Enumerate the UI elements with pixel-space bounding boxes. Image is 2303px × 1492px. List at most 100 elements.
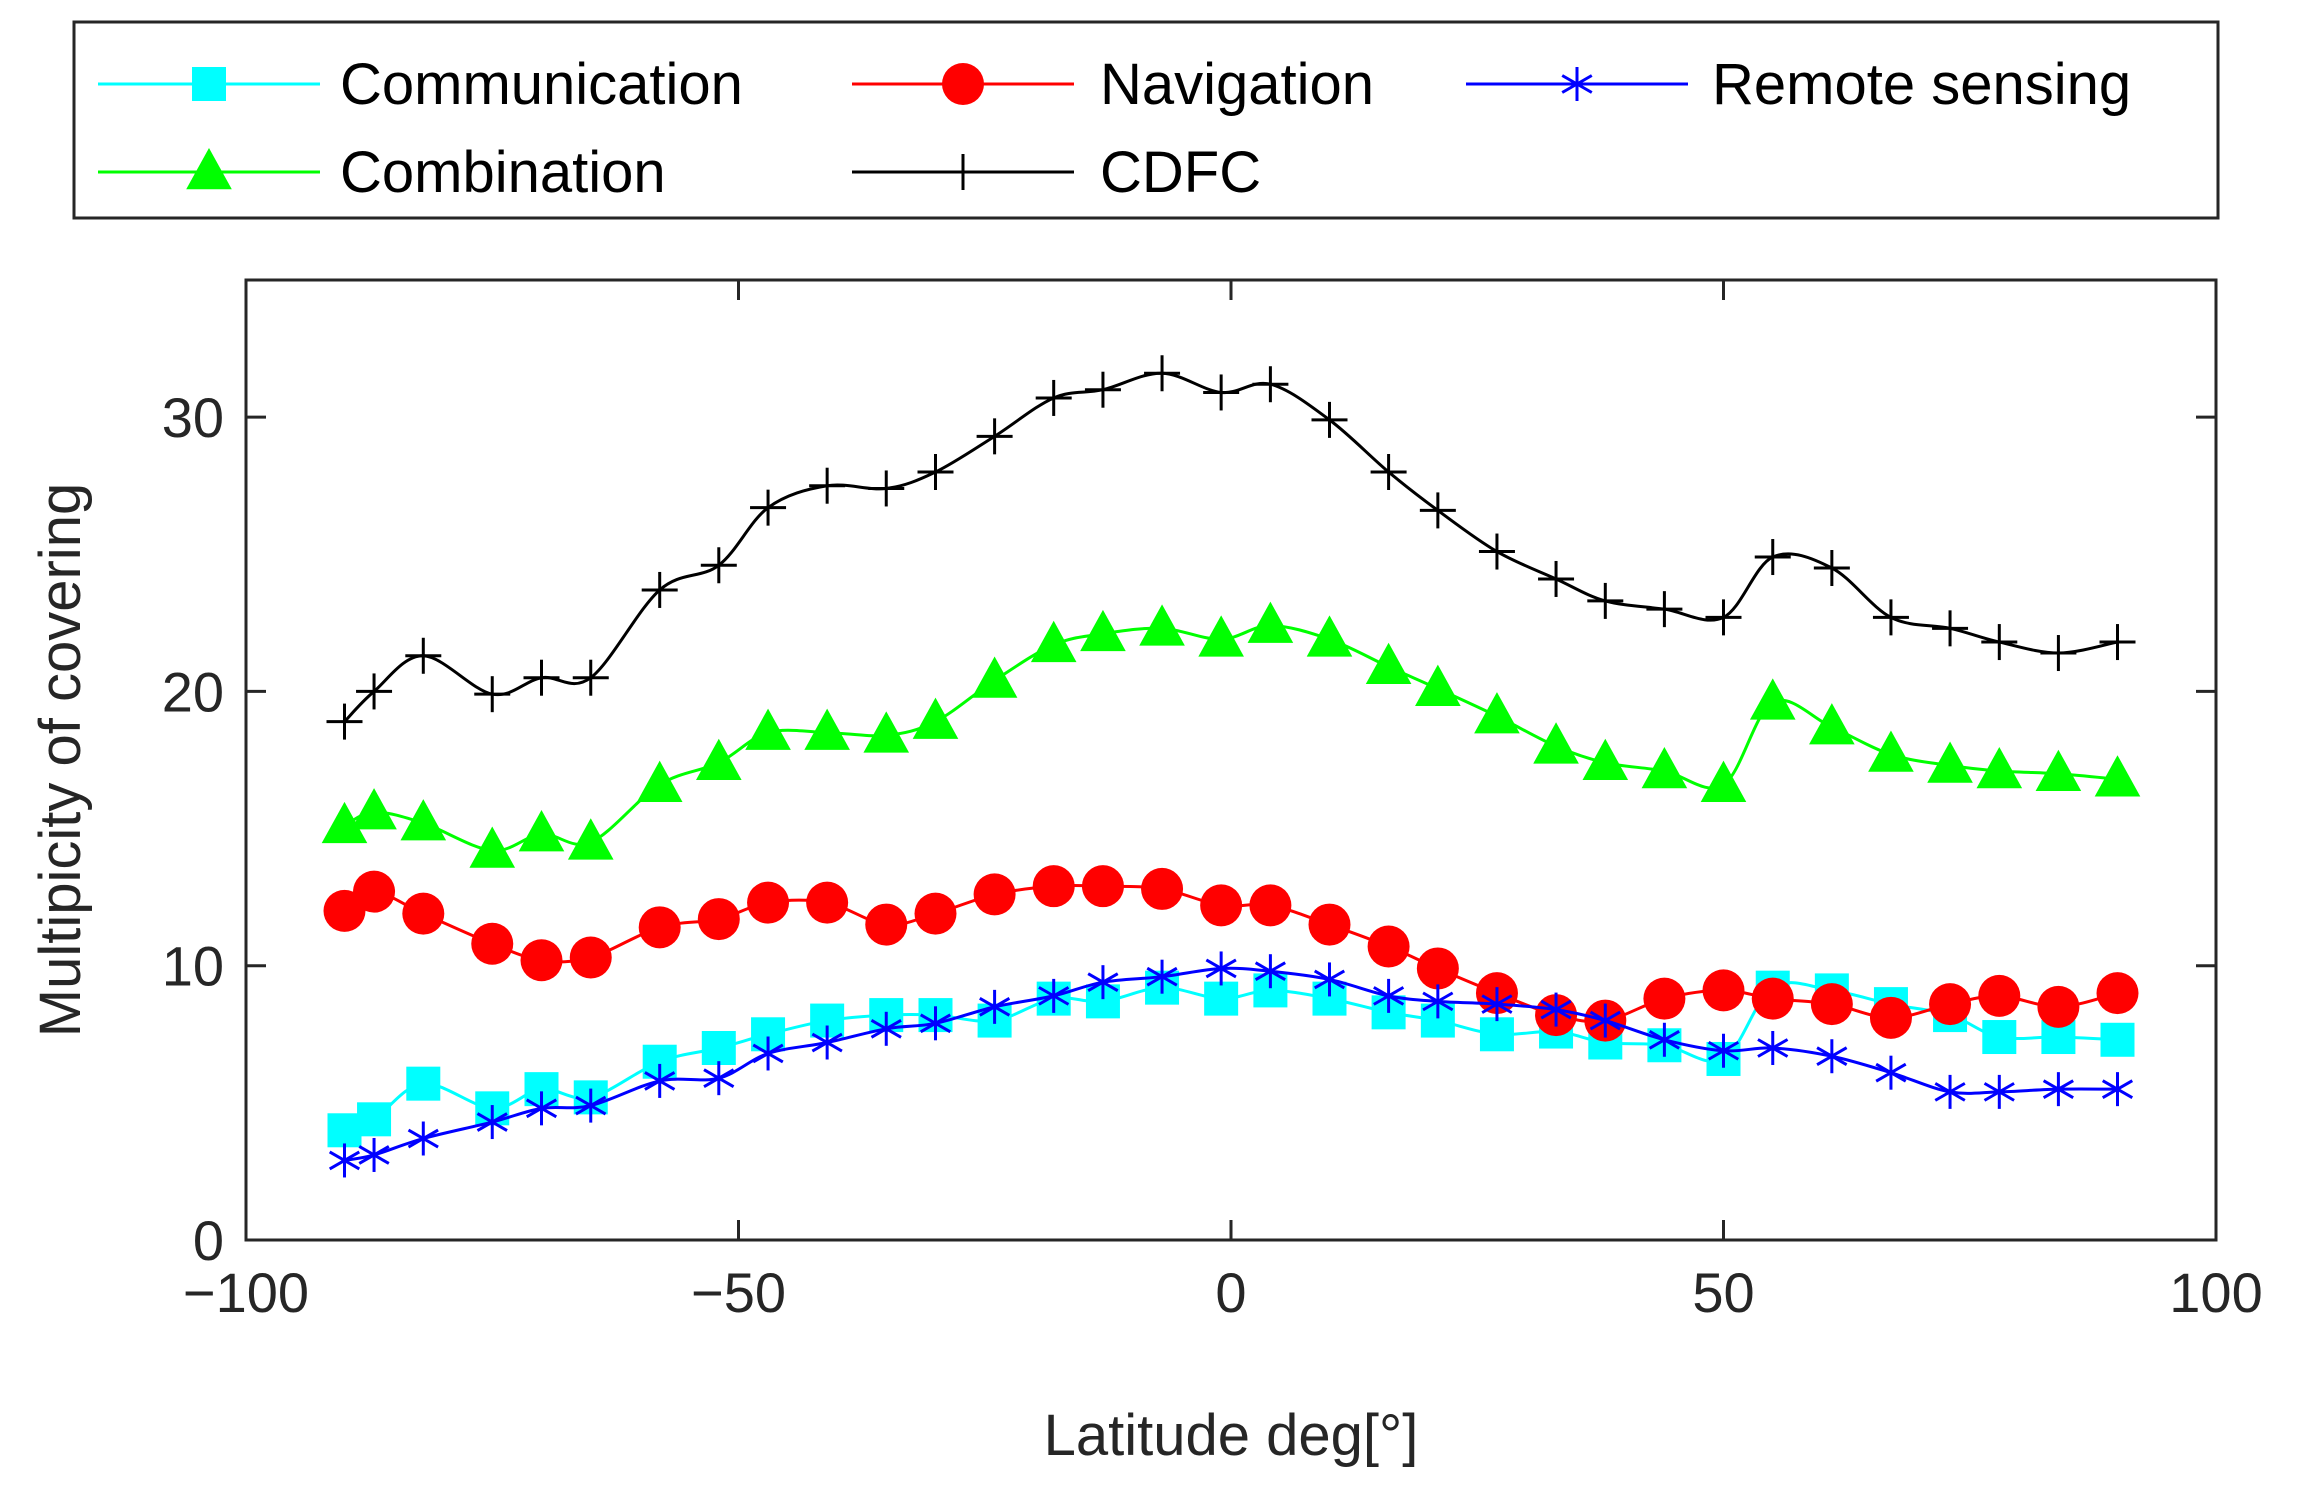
data-point: [1816, 1039, 1848, 1074]
y-tick-label: 0: [193, 1209, 224, 1272]
data-point: [2094, 755, 2141, 797]
data-point: [701, 1031, 736, 1065]
data-point: [474, 676, 511, 713]
data-point-shape: [1198, 615, 1244, 657]
data-point-shape: [1749, 678, 1796, 720]
data-point: [750, 489, 787, 526]
data-point-shape: [469, 826, 516, 868]
data-point-shape: [518, 810, 565, 852]
data-point: [523, 659, 560, 696]
data-point-shape: [865, 903, 908, 946]
x-tick-label: −50: [691, 1261, 786, 1324]
x-tick-label: 100: [2169, 1261, 2262, 1324]
data-point: [1205, 951, 1237, 986]
data-point-shape: [745, 708, 791, 750]
legend-item: Remote sensing: [1466, 52, 2131, 117]
data-point-shape: [1141, 867, 1184, 910]
data-point: [1035, 379, 1072, 416]
legend-marker-shape: [192, 67, 226, 101]
legend-marker: [1561, 67, 1593, 101]
data-point: [402, 892, 445, 935]
data-point: [971, 656, 1018, 698]
data-point-stroke: [1648, 1029, 1680, 1050]
data-point: [1982, 1020, 2017, 1055]
data-point: [358, 1137, 390, 1172]
data-point-shape: [1415, 664, 1461, 706]
data-point-shape: [1081, 865, 1124, 908]
data-point-shape: [1868, 730, 1914, 772]
data-point: [1313, 962, 1346, 997]
data-point-shape: [1479, 1017, 1514, 1052]
data-point: [1419, 492, 1456, 529]
data-point-shape: [1474, 692, 1520, 734]
data-point: [1927, 741, 1973, 783]
legend-marker: [186, 148, 232, 190]
data-point: [2099, 624, 2136, 661]
data-point-shape: [912, 697, 959, 739]
data-point-shape: [1204, 981, 1239, 1016]
data-point-shape: [1810, 983, 1853, 1026]
data-point-stroke: [1146, 966, 1178, 987]
data-point-shape: [747, 881, 790, 924]
data-point: [979, 989, 1011, 1024]
data-point: [400, 799, 447, 841]
data-point: [1810, 983, 1853, 1026]
data-point-shape: [636, 760, 683, 802]
data-point-shape: [1032, 865, 1075, 908]
data-point: [2101, 1072, 2134, 1107]
data-point: [1932, 610, 1969, 647]
data-point-shape: [1030, 620, 1077, 663]
data-point-stroke: [476, 1112, 508, 1132]
data-point: [1934, 1074, 1966, 1109]
legend-marker-shape: [186, 148, 232, 190]
data-point-shape: [1080, 609, 1126, 652]
data-point-shape: [406, 1066, 441, 1101]
data-point-stroke: [1540, 999, 1572, 1020]
data-point: [1978, 974, 2021, 1017]
data-point: [1415, 664, 1461, 706]
data-point: [1367, 925, 1410, 968]
data-point-stroke: [1875, 1062, 1907, 1083]
data-point: [1084, 371, 1121, 408]
data-point: [1749, 678, 1796, 720]
x-tick-label: 0: [1215, 1261, 1246, 1324]
legend-marker: [192, 67, 226, 101]
y-axis-ticks: 0 10 20 30: [162, 386, 2216, 1272]
data-point-stroke: [358, 1145, 390, 1165]
data-point: [804, 708, 850, 750]
data-point: [575, 1088, 607, 1123]
data-point: [351, 788, 397, 830]
data-point: [1976, 746, 2023, 789]
data-point: [1038, 978, 1070, 1013]
data-point-shape: [353, 870, 396, 913]
data-point-shape: [1978, 974, 2021, 1017]
data-point: [1643, 977, 1686, 1020]
data-point: [1252, 366, 1289, 403]
data-point-shape: [1249, 884, 1292, 927]
data-point: [1646, 591, 1683, 628]
data-point: [569, 936, 612, 979]
data-point-stroke: [811, 1032, 843, 1053]
data-point-shape: [357, 1102, 392, 1137]
data-point: [1416, 947, 1459, 990]
data-point: [357, 1102, 392, 1137]
legend-marker-stroke: [1561, 74, 1593, 94]
data-point: [1249, 884, 1292, 927]
data-point: [976, 418, 1013, 455]
data-point-stroke: [1038, 986, 1070, 1006]
data-point: [1422, 984, 1454, 1019]
data-point: [870, 1011, 902, 1046]
data-point-shape: [1641, 746, 1688, 789]
data-point-shape: [567, 818, 614, 860]
data-point-shape: [1700, 760, 1747, 802]
data-point-stroke: [1816, 1046, 1848, 1067]
x-tick-label: 50: [1692, 1261, 1754, 1324]
data-point: [525, 1091, 558, 1126]
data-point: [1757, 1031, 1789, 1065]
data-point-stroke: [752, 1043, 784, 1064]
data-point-stroke: [407, 1128, 439, 1149]
data-point: [811, 1025, 843, 1060]
data-point-shape: [914, 892, 957, 935]
legend-label: Remote sensing: [1712, 52, 2131, 117]
